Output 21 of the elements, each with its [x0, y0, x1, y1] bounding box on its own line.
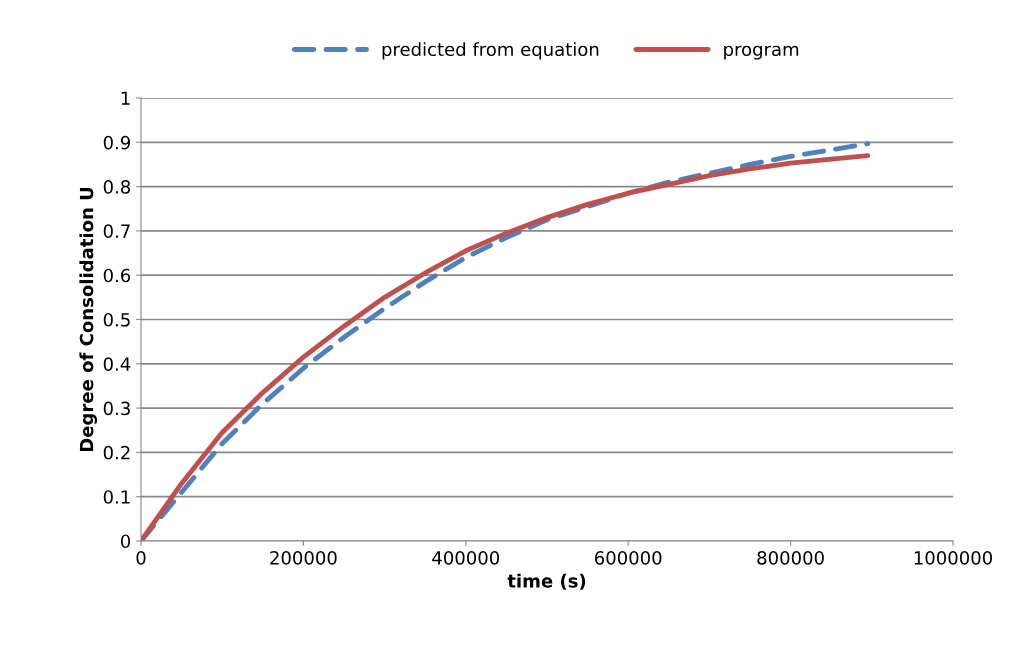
y-axis-title: Degree of Consolidation U — [79, 187, 98, 452]
y-tick-label: 0.1 — [103, 490, 130, 504]
y-tick-label: 1 — [121, 91, 130, 105]
x-tick-label: 0 — [136, 551, 146, 565]
x-tick-label: 200000 — [270, 551, 337, 565]
y-tick-label: 0 — [120, 534, 131, 549]
y-tick-label: 0.2 — [103, 445, 130, 460]
legend-label: predicted from equation — [382, 42, 599, 60]
x-tick-label: 800000 — [757, 551, 824, 565]
y-tick-label: 0.3 — [103, 401, 130, 416]
x-axis-title: time (s) — [507, 573, 586, 590]
y-tick-label: 0.9 — [103, 135, 131, 150]
x-tick-label: 600000 — [595, 551, 662, 565]
y-tick-label: 0.8 — [103, 180, 131, 194]
y-tick-label: 0.6 — [103, 268, 131, 283]
x-tick-label: 1000000 — [914, 551, 993, 565]
x-tick-label: 400000 — [432, 551, 500, 565]
y-tick-label: 0.4 — [103, 357, 131, 371]
y-tick-label: 0.7 — [103, 224, 130, 239]
y-tick-label: 0.5 — [103, 312, 130, 327]
legend-label: program — [724, 45, 799, 60]
